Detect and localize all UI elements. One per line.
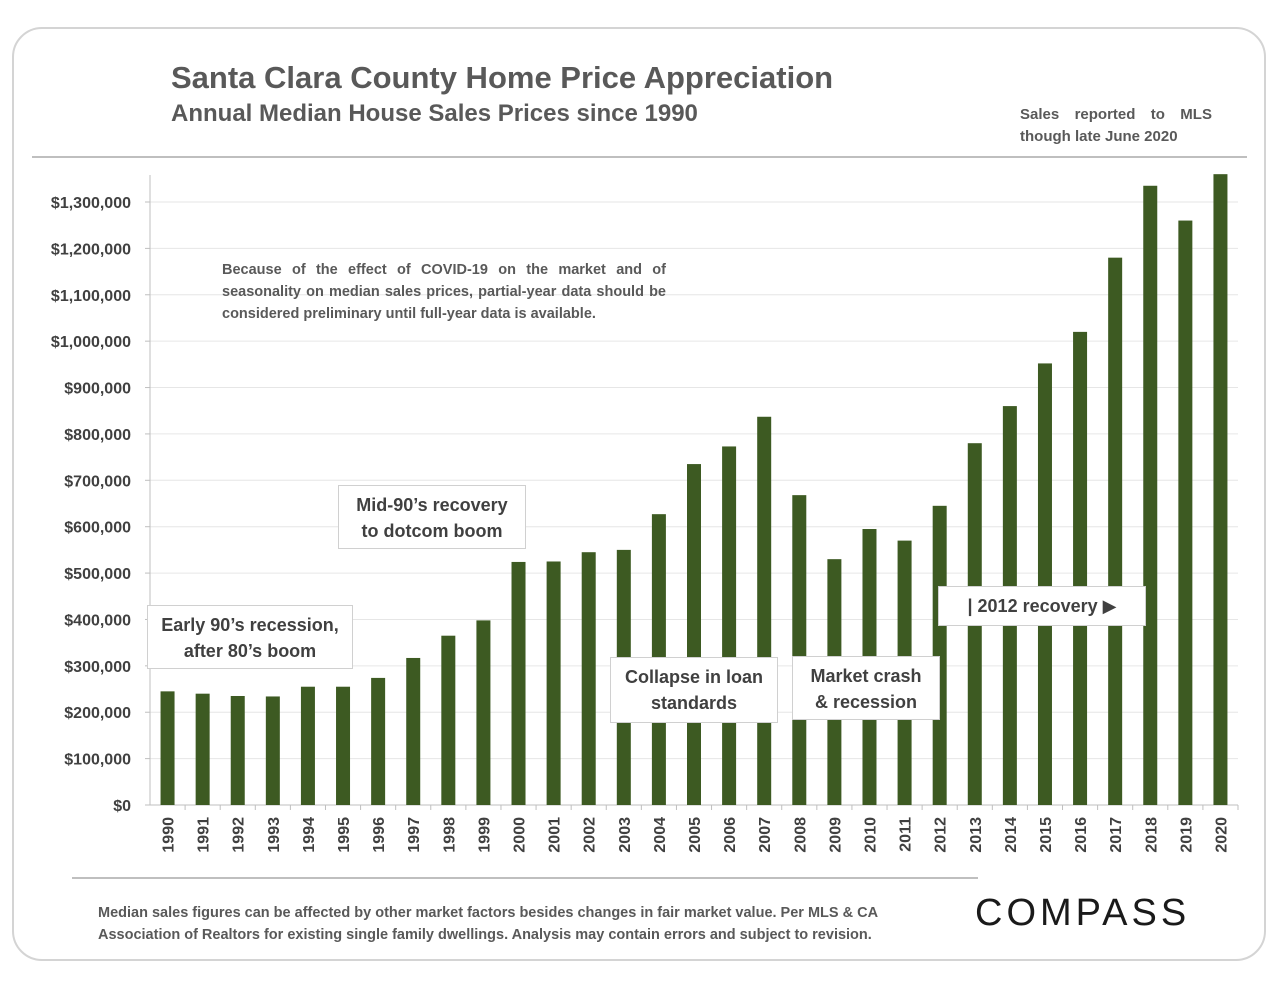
y-tick-label: $0 — [113, 798, 131, 815]
bar-1994 — [300, 686, 315, 805]
x-tick-label: 2020 — [1213, 817, 1230, 853]
bar-2012 — [932, 505, 947, 805]
x-tick-label: 2009 — [827, 817, 844, 853]
x-tick-label: 2010 — [862, 817, 879, 853]
y-tick-label: $700,000 — [64, 473, 131, 490]
callout-2012-recovery: | 2012 recovery ▶ — [938, 586, 1146, 626]
y-tick-label: $1,300,000 — [51, 195, 131, 212]
footnote: Median sales figures can be affected by … — [98, 905, 878, 943]
x-tick-label: 1999 — [476, 817, 493, 853]
data-note-word: to — [1150, 106, 1165, 123]
x-tick-label: 2011 — [898, 817, 915, 852]
chart-title: Santa Clara County Home Price Appreciati… — [171, 60, 834, 95]
x-tick-label: 2018 — [1143, 817, 1160, 853]
callout-mid-90s-line1: Mid-90’s recovery — [356, 495, 508, 515]
callout-loan-collapse: Collapse in loan standards — [610, 657, 778, 723]
callout-early-90s-line2: after 80’s boom — [183, 641, 317, 661]
y-tick-label: $1,000,000 — [51, 334, 131, 351]
x-tick-label: 2016 — [1073, 817, 1090, 853]
x-tick-label: 2007 — [757, 817, 774, 853]
bar-1990 — [160, 691, 175, 805]
y-tick-label: $500,000 — [64, 566, 131, 583]
callout-mid-90s: Mid-90’s recovery to dotcom boom — [338, 485, 526, 549]
x-tick-label: 2019 — [1178, 817, 1195, 853]
x-tick-label: 1995 — [336, 817, 353, 853]
y-tick-label: $100,000 — [64, 752, 131, 769]
bar-2016 — [1073, 331, 1088, 805]
callout-market-crash-line1: Market crash — [810, 666, 922, 686]
callout-early-90s-line1: Early 90’s recession, — [161, 615, 339, 635]
y-tick-label: $1,200,000 — [51, 241, 131, 258]
x-tick-label: 1990 — [161, 817, 178, 853]
bar-2002 — [581, 552, 596, 805]
callout-market-crash: Market crash & recession — [792, 656, 940, 720]
y-tick-label: $1,100,000 — [51, 288, 131, 305]
bar-2015 — [1037, 363, 1052, 805]
callout-market-crash-line2: & recession — [814, 692, 918, 712]
x-tick-label: 1992 — [231, 817, 248, 853]
x-tick-label: 1993 — [266, 817, 283, 853]
bar-1995 — [336, 686, 351, 805]
bar-1997 — [406, 657, 421, 805]
x-tick-label: 2008 — [792, 817, 809, 853]
bar-1992 — [230, 695, 245, 805]
x-tick-label: 1994 — [301, 817, 318, 853]
x-tick-label: 1998 — [441, 817, 458, 853]
callout-loan-collapse-line1: Collapse in loan — [624, 667, 764, 687]
chart-subtitle: Annual Median House Sales Prices since 1… — [171, 100, 698, 127]
x-tick-label: 2004 — [652, 817, 669, 853]
callout-loan-collapse-line2: standards — [650, 693, 738, 713]
x-tick-label: 2012 — [933, 817, 950, 853]
x-tick-label: 2015 — [1038, 817, 1055, 853]
bar-2008 — [792, 495, 807, 805]
bar-2019 — [1178, 220, 1193, 806]
x-tick-label: 2001 — [547, 817, 564, 853]
callout-mid-90s-line2: to dotcom boom — [361, 521, 503, 541]
header-divider — [32, 156, 1247, 158]
bar-1996 — [371, 677, 386, 805]
y-tick-label: $300,000 — [64, 659, 131, 676]
data-note-word: MLS — [1180, 106, 1212, 123]
x-tick-label: 2013 — [968, 817, 985, 853]
callout-early-90s: Early 90’s recession, after 80’s boom — [147, 605, 353, 669]
covid-note: Because of the effect of COVID-19 on the… — [222, 262, 666, 322]
x-tick-label: 2014 — [1003, 817, 1020, 853]
x-tick-label: 2003 — [617, 817, 634, 853]
footer-divider — [72, 877, 978, 879]
x-tick-label: 2006 — [722, 817, 739, 853]
y-tick-label: $400,000 — [64, 612, 131, 629]
x-tick-label: 2005 — [687, 817, 704, 853]
x-tick-label: 2000 — [512, 817, 529, 853]
callout-2012-recovery-label: | 2012 recovery ▶ — [967, 596, 1117, 616]
bar-1991 — [195, 693, 210, 805]
bar-1999 — [476, 620, 491, 805]
x-tick-label: 1991 — [196, 817, 213, 853]
data-note-word: Sales — [1020, 106, 1060, 123]
bar-2017 — [1108, 257, 1123, 806]
x-tick-label: 1997 — [406, 817, 423, 853]
bar-2018 — [1143, 185, 1158, 805]
x-tick-label: 2017 — [1108, 817, 1125, 853]
data-note: Sales reported to MLS though late June 2… — [1020, 104, 1212, 148]
bar-1993 — [265, 696, 280, 805]
bar-2001 — [546, 561, 561, 805]
y-tick-label: $900,000 — [64, 381, 131, 398]
bar-2000 — [511, 561, 526, 805]
y-tick-label: $800,000 — [64, 427, 131, 444]
data-note-word: reported — [1074, 106, 1136, 123]
bar-2007 — [757, 416, 772, 805]
y-tick-label: $200,000 — [64, 705, 131, 722]
data-note-line2: though late June 2020 — [1020, 128, 1178, 145]
x-tick-label: 2002 — [582, 817, 599, 853]
bar-2005 — [687, 464, 701, 805]
bar-2006 — [722, 446, 737, 805]
data-note-line1: Sales reported to MLS — [1020, 104, 1212, 126]
y-tick-label: $600,000 — [64, 520, 131, 537]
bar-2020 — [1213, 174, 1228, 805]
x-tick-label: 1996 — [371, 817, 388, 853]
compass-logo: COMPASS — [975, 892, 1191, 934]
bar-1998 — [441, 635, 456, 805]
